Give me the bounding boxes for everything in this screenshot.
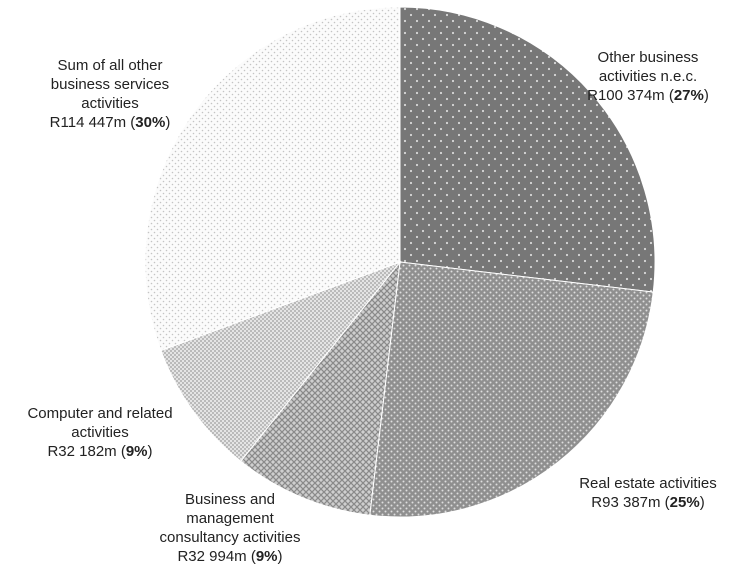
slice-label-line: activities n.e.c.	[598, 68, 698, 85]
slice-percent: 30%	[135, 114, 166, 131]
slice-label-3: Computer and related activities R32 182m (…	[0, 404, 200, 461]
slice-label-4: Sum of all other business services activit…	[20, 56, 200, 132]
slice-value-line: R114 447m (30%)	[20, 113, 200, 132]
slice-label-0: Other business activities n.e.c. R100 374m…	[558, 48, 738, 105]
slice-value-line: R100 374m (27%)	[558, 86, 738, 105]
slice-label-line: Real estate activities	[579, 475, 717, 492]
slice-paren-close: )	[165, 114, 171, 131]
slice-percent: 9%	[255, 548, 278, 565]
slice-label-line: Other business	[597, 49, 699, 66]
slice-value-line: R32 182m (9%)	[0, 442, 200, 461]
slice-label-line: business services	[50, 76, 170, 93]
slice-paren-close: )	[703, 87, 709, 104]
slice-label-line: consultancy activities	[159, 529, 301, 546]
slice-paren-close: )	[277, 548, 283, 565]
slice-label-line: Business and	[184, 491, 276, 508]
slice-label-2: Business and management consultancy activi…	[130, 490, 330, 566]
pie-slice-2	[240, 260, 401, 516]
slice-amount: R100 374m (	[587, 87, 674, 104]
slice-percent: 27%	[673, 87, 704, 104]
slice-label-line: activities	[71, 424, 129, 441]
slice-paren-close: )	[699, 494, 705, 511]
slice-value-line: R93 387m (25%)	[548, 493, 748, 512]
slice-label-line: activities	[81, 95, 139, 112]
slice-percent: 9%	[125, 443, 148, 460]
slice-label-line: management	[186, 510, 274, 527]
slice-value-line: R32 994m (9%)	[130, 547, 330, 566]
slice-paren-close: )	[147, 443, 153, 460]
slice-amount: R32 182m (	[47, 443, 126, 460]
slice-amount: R93 387m (	[591, 494, 670, 511]
slice-percent: 25%	[669, 494, 700, 511]
slice-amount: R32 994m (	[177, 548, 256, 565]
pie-slice-4	[144, 6, 401, 352]
slice-label-line: Sum of all other	[57, 57, 163, 74]
slice-label-line: Computer and related	[27, 405, 173, 422]
slice-label-1: Real estate activities R93 387m (25%)	[548, 474, 748, 512]
pie-slice-1	[369, 261, 654, 518]
pie-slice-0	[399, 6, 656, 293]
slice-amount: R114 447m (	[49, 114, 136, 131]
pie-slice-3	[160, 260, 402, 462]
